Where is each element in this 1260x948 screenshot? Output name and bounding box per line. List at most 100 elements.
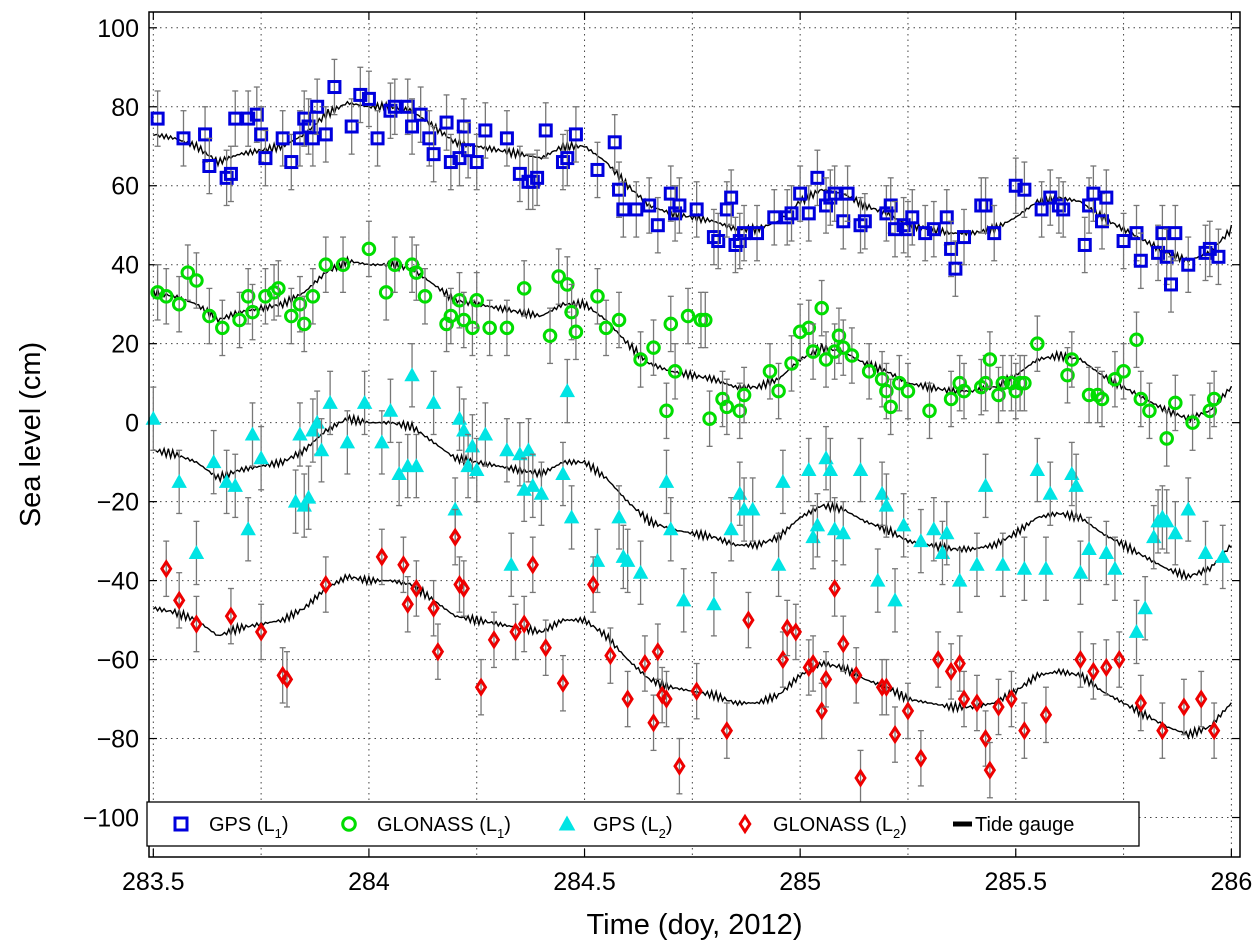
gps-l1-point [1008, 178, 1023, 193]
glonass-l2-point [280, 669, 294, 689]
glonass-l1-point [1017, 375, 1032, 391]
gps-l2-point [296, 497, 312, 512]
glonass-l2-point [888, 724, 902, 745]
glonass-l1-point [831, 328, 847, 344]
glonass-l2-point [1156, 720, 1169, 741]
glonass-l2-point [410, 578, 423, 599]
gps-l2-point [801, 462, 817, 477]
gps-l1-point [422, 131, 437, 146]
gps-l1-point [987, 226, 1002, 241]
legend-label: GLONASS (L2) [773, 814, 907, 841]
glonass-l1-point [667, 364, 683, 379]
glonass-l2-point [1018, 720, 1031, 741]
glonass-l1-point [284, 308, 299, 324]
gps-l2-point [425, 395, 442, 409]
gps-l2-point [977, 477, 994, 492]
legend-label: Tide gauge [975, 814, 1074, 836]
glonass-l1-point [1116, 364, 1131, 379]
gps-l2-point [1180, 501, 1196, 516]
gps-l2-point [253, 450, 269, 465]
glonass-l2-point [850, 665, 863, 686]
glonass-l2-point [690, 681, 703, 701]
gps-l2-point [826, 521, 843, 536]
gps-l1-point [1202, 241, 1217, 256]
glonass-l2-point [375, 547, 389, 567]
gps-l2-point [464, 438, 481, 453]
glonass-l2-point [854, 768, 867, 788]
glonass-l1-point [991, 387, 1006, 403]
glonass-l2-point [1134, 693, 1147, 713]
gps-l1-point [612, 182, 627, 197]
glonass-l2-point [1087, 661, 1100, 682]
gps-l1-point [767, 210, 782, 225]
glonass-l2-point [953, 653, 966, 674]
glonass-l2-point [448, 527, 462, 547]
gps-l1-point [202, 158, 217, 173]
gps-l2-point [969, 556, 985, 571]
gps-l1-point [944, 241, 959, 256]
gps-l2-point [732, 485, 748, 500]
glonass-l2-point [880, 677, 893, 697]
legend-label: GLONASS (L1) [377, 814, 511, 841]
gps-l1-point [801, 206, 816, 221]
gps-l2-point [809, 517, 826, 532]
gps-l2-point [632, 564, 649, 579]
glonass-l1-point [659, 403, 674, 419]
gps-l1-point [883, 198, 898, 213]
gps-l2-point [240, 521, 256, 536]
gps-l1-point [284, 155, 299, 170]
legend-box [146, 801, 1140, 847]
gps-l2-point [675, 592, 692, 607]
glonass-l1-point [387, 257, 403, 272]
glonass-l2-point [1100, 657, 1113, 678]
gps-l2-point [770, 556, 787, 571]
gps-l1-point [672, 198, 687, 213]
glonass-l1-point [922, 403, 937, 419]
gps-l1-point [1164, 277, 1179, 292]
gps-l2-point [934, 545, 951, 559]
gps-l2-point [451, 410, 468, 425]
y-tick-label: −100 [83, 805, 139, 833]
gps-l2-point [244, 426, 261, 441]
gps-l1-point [926, 222, 941, 237]
gps-l2-point [878, 497, 895, 512]
gps-l2-point [188, 545, 205, 559]
glonass-l2-point [992, 697, 1005, 717]
glonass-l1-point [861, 364, 877, 379]
gps-l1-point [784, 206, 799, 221]
glonass-l1-point [680, 308, 696, 324]
glonass-l1-point [702, 411, 717, 426]
glonass-l2-point [828, 578, 841, 599]
gps-l1-point [456, 119, 471, 134]
glonass-l1-point [762, 364, 778, 379]
gps-l1-point [198, 127, 213, 142]
gps-l2-point [382, 402, 399, 417]
glonass-l2-point [802, 657, 815, 678]
gps-l1-point [616, 202, 631, 217]
gps-l1-point [1034, 202, 1049, 217]
y-axis-label: Sea level (cm) [15, 342, 47, 527]
gps-l2-point [926, 521, 942, 536]
y-tick-label: 0 [125, 410, 139, 438]
gps-l1-point [318, 127, 333, 142]
glonass-l1-point [982, 352, 998, 367]
glonass-l2-point [1177, 697, 1191, 717]
glonass-l2-point [901, 701, 915, 721]
glonass-l2-point [651, 642, 665, 662]
legend-label: GPS (L1) [209, 814, 288, 841]
gps-l1-point [443, 155, 458, 170]
gps-l1-point [1099, 190, 1114, 205]
gps-l2-point [374, 434, 390, 449]
gps-l2-point [300, 489, 317, 504]
gps-l1-point [353, 87, 368, 102]
glonass-l1-point [292, 296, 308, 312]
gps-l2-point [1137, 600, 1153, 615]
glonass-l2-point [647, 713, 660, 733]
glonass-l1-point [995, 375, 1011, 391]
gps-l2-point [589, 552, 606, 567]
gps-l2-point [145, 410, 162, 425]
series-glonass-l1 [150, 220, 1222, 467]
gps-l1-point [905, 210, 920, 225]
gps-l1-point [888, 222, 903, 237]
glonass-l1-point [499, 320, 515, 336]
